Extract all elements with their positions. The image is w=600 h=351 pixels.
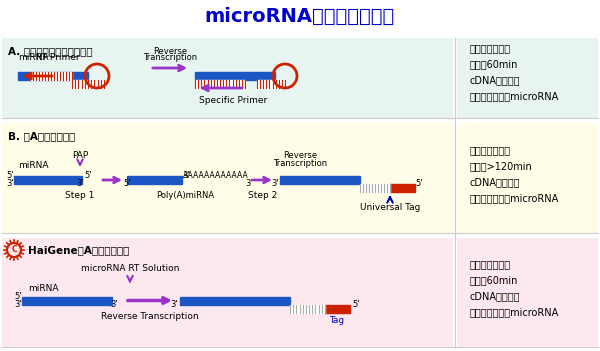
Text: Universal Tag: Universal Tag [360, 204, 420, 212]
Text: 5': 5' [415, 179, 422, 188]
Text: miRNA: miRNA [18, 53, 49, 62]
Bar [290, 305, 325, 312]
Text: cDNA产量：低: cDNA产量：低 [470, 177, 521, 187]
Text: Poly(A)miRNA: Poly(A)miRNA [156, 191, 214, 199]
Text: 3': 3' [76, 179, 84, 188]
Text: 3': 3' [110, 300, 118, 309]
Text: 适用范围：所有microRNA: 适用范围：所有microRNA [470, 193, 559, 203]
Text: RT Primer: RT Primer [36, 53, 80, 62]
Bar [195, 80, 245, 88]
FancyBboxPatch shape [2, 123, 453, 233]
Text: AAAAAAAAAAAA: AAAAAAAAAAAA [183, 172, 249, 180]
Bar [127, 176, 182, 184]
Text: miRNA: miRNA [28, 284, 59, 293]
Text: Reverse Transcription: Reverse Transcription [101, 312, 199, 321]
Text: 用时：>120min: 用时：>120min [470, 161, 533, 171]
Bar [325, 305, 350, 312]
Text: 操作：两步完成: 操作：两步完成 [470, 145, 511, 155]
Bar [18, 72, 88, 80]
Text: Step 1: Step 1 [65, 191, 95, 199]
Text: B. 加A两步法反转录: B. 加A两步法反转录 [8, 131, 76, 141]
Text: Reverse: Reverse [283, 152, 317, 160]
Text: Specific Primer: Specific Primer [199, 96, 267, 105]
Bar [390, 184, 415, 192]
Text: PAP: PAP [72, 152, 88, 160]
Text: 3': 3' [14, 300, 22, 309]
Text: 5': 5' [14, 292, 22, 301]
Text: 3': 3' [271, 179, 279, 188]
Text: Tag: Tag [329, 316, 344, 325]
Text: 3': 3' [6, 179, 14, 188]
FancyBboxPatch shape [2, 238, 453, 347]
Bar [257, 80, 285, 88]
Bar [72, 80, 104, 88]
Text: 操作：一步完成: 操作：一步完成 [470, 259, 511, 270]
Text: HaiGene加A一步法反转录: HaiGene加A一步法反转录 [28, 245, 130, 255]
Text: Step 2: Step 2 [248, 191, 278, 199]
Text: 用时：60min: 用时：60min [470, 59, 518, 69]
Text: miRNA: miRNA [18, 161, 49, 171]
FancyBboxPatch shape [2, 38, 453, 118]
Text: 5': 5' [6, 172, 14, 180]
FancyBboxPatch shape [457, 123, 598, 233]
Text: 用时：60min: 用时：60min [470, 276, 518, 285]
Text: C: C [11, 245, 17, 254]
Text: 3': 3' [182, 172, 190, 180]
Text: Transcription: Transcription [143, 53, 197, 62]
Text: 3': 3' [170, 300, 178, 309]
Text: 5': 5' [84, 172, 92, 180]
Bar [14, 176, 82, 184]
Text: A. 特异性引物一步法反转录: A. 特异性引物一步法反转录 [8, 46, 92, 56]
Bar [360, 184, 390, 192]
Text: Transcription: Transcription [273, 159, 327, 168]
Text: 适用范围：所有microRNA: 适用范围：所有microRNA [470, 307, 559, 318]
Text: 操作：一步完成: 操作：一步完成 [470, 43, 511, 53]
Bar [195, 72, 275, 80]
Text: cDNA产量：高: cDNA产量：高 [470, 75, 521, 85]
FancyBboxPatch shape [457, 238, 598, 347]
Bar [22, 297, 112, 305]
FancyBboxPatch shape [457, 38, 598, 118]
Bar [180, 297, 290, 305]
Text: 5': 5' [352, 300, 359, 309]
Text: 5': 5' [123, 179, 131, 188]
Bar [280, 176, 360, 184]
Text: 适用范围：特定microRNA: 适用范围：特定microRNA [470, 91, 559, 101]
Text: microRNA反转录方法比较: microRNA反转录方法比较 [205, 7, 395, 26]
Text: microRNA RT Solution: microRNA RT Solution [81, 264, 179, 273]
Bar [30, 72, 72, 80]
Text: cDNA产量：高: cDNA产量：高 [470, 291, 521, 302]
Text: Reverse: Reverse [153, 47, 187, 56]
Text: 3': 3' [245, 179, 253, 188]
